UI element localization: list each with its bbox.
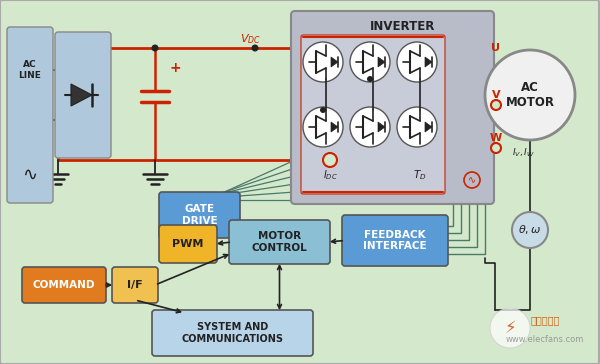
Text: AC
MOTOR: AC MOTOR [505,81,554,109]
Text: $I_{DC}$: $I_{DC}$ [323,168,337,182]
FancyBboxPatch shape [159,225,217,263]
Circle shape [512,212,548,248]
Circle shape [397,107,437,147]
FancyBboxPatch shape [159,192,240,238]
Circle shape [490,308,530,348]
Text: PWM: PWM [172,239,203,249]
Text: V: V [491,90,500,100]
Circle shape [397,42,437,82]
Text: FEEDBACK
INTERFACE: FEEDBACK INTERFACE [363,230,427,251]
Text: W: W [490,133,502,143]
Polygon shape [331,122,338,132]
FancyBboxPatch shape [55,32,111,158]
Text: $\theta, \omega$: $\theta, \omega$ [518,223,542,237]
Text: $T_D$: $T_D$ [413,168,427,182]
Text: www.elecfans.com: www.elecfans.com [506,336,584,344]
Text: 电子发烧友: 电子发烧友 [530,315,560,325]
Text: INVERTER: INVERTER [370,20,435,32]
Polygon shape [425,57,432,67]
Circle shape [323,153,337,167]
Circle shape [350,42,390,82]
Circle shape [491,100,501,110]
Text: COMMAND: COMMAND [33,280,95,290]
FancyBboxPatch shape [22,267,106,303]
FancyBboxPatch shape [229,220,330,264]
Text: ∿: ∿ [468,175,476,185]
Text: $V_{DC}$: $V_{DC}$ [239,32,260,46]
Polygon shape [378,122,385,132]
Circle shape [350,107,390,147]
Text: GATE
DRIVE: GATE DRIVE [182,204,217,226]
Polygon shape [331,57,338,67]
Text: U: U [491,43,500,53]
Circle shape [303,42,343,82]
FancyBboxPatch shape [152,310,313,356]
FancyBboxPatch shape [301,35,445,194]
FancyBboxPatch shape [342,215,448,266]
Circle shape [151,44,158,51]
Circle shape [491,143,501,153]
FancyBboxPatch shape [291,11,494,204]
FancyBboxPatch shape [112,267,158,303]
Circle shape [251,44,259,51]
Circle shape [485,50,575,140]
Polygon shape [71,84,92,106]
Text: AC
LINE: AC LINE [19,60,41,80]
Polygon shape [425,122,432,132]
Text: MOTOR
CONTROL: MOTOR CONTROL [251,231,307,253]
Circle shape [303,107,343,147]
FancyBboxPatch shape [7,27,53,203]
Text: SYSTEM AND
COMMUNICATIONS: SYSTEM AND COMMUNICATIONS [182,322,284,344]
Polygon shape [378,57,385,67]
Text: $I_V, I_W$: $I_V, I_W$ [512,147,535,159]
Circle shape [320,107,326,113]
Text: I/F: I/F [127,280,143,290]
Circle shape [367,76,373,82]
Text: ⚡: ⚡ [504,319,516,337]
Text: +: + [169,61,181,75]
Text: ∿: ∿ [22,166,38,184]
